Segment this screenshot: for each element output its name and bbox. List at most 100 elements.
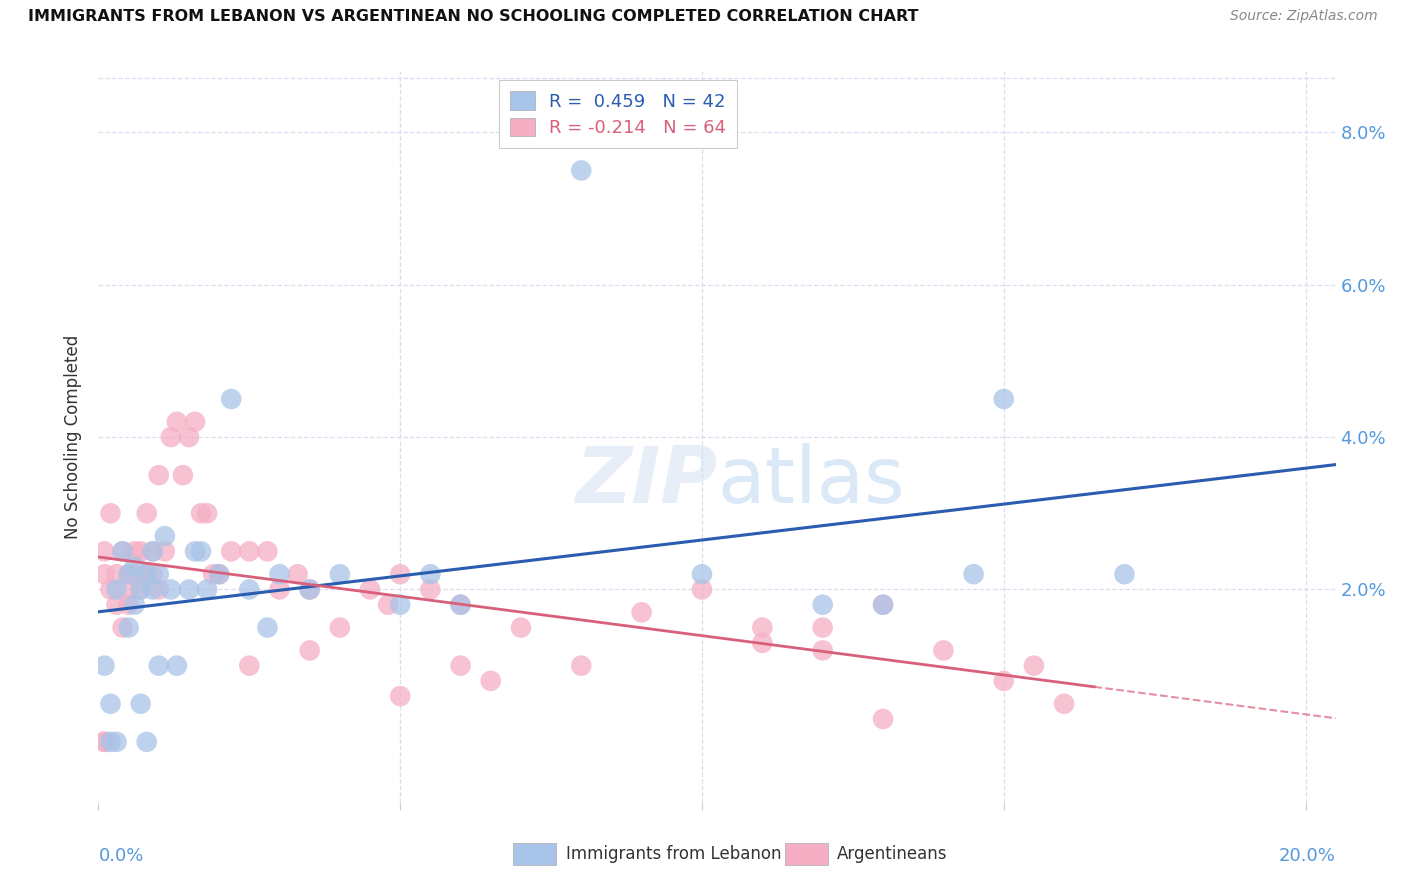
Point — [129, 697, 152, 711]
Point — [256, 544, 278, 558]
Point — [569, 163, 592, 178]
Point — [450, 598, 472, 612]
Point — [177, 430, 200, 444]
Text: ZIP: ZIP — [575, 443, 717, 519]
Point — [135, 506, 157, 520]
Point — [153, 544, 176, 558]
Point — [190, 506, 212, 520]
Point — [238, 582, 260, 597]
Point — [329, 621, 352, 635]
Point — [100, 506, 122, 520]
Point — [872, 712, 894, 726]
Point — [166, 658, 188, 673]
Point — [172, 468, 194, 483]
Point — [148, 567, 170, 582]
Point — [269, 582, 291, 597]
Text: atlas: atlas — [717, 443, 904, 519]
Point — [142, 582, 165, 597]
Point — [195, 582, 218, 597]
Point — [100, 582, 122, 597]
Point — [479, 673, 502, 688]
Point — [298, 643, 321, 657]
Point — [1053, 697, 1076, 711]
Point — [932, 643, 955, 657]
Text: Source: ZipAtlas.com: Source: ZipAtlas.com — [1230, 9, 1378, 23]
Point — [111, 544, 134, 558]
Point — [117, 582, 139, 597]
Point — [287, 567, 309, 582]
Point — [166, 415, 188, 429]
Point — [993, 392, 1015, 406]
Point — [124, 567, 146, 582]
Point — [811, 598, 834, 612]
Point — [93, 567, 115, 582]
Point — [117, 621, 139, 635]
Text: 0.0%: 0.0% — [98, 847, 143, 864]
Point — [690, 582, 713, 597]
Point — [419, 582, 441, 597]
Point — [389, 598, 412, 612]
Point — [389, 567, 412, 582]
Point — [219, 392, 242, 406]
Point — [93, 544, 115, 558]
Text: 20.0%: 20.0% — [1279, 847, 1336, 864]
Point — [1022, 658, 1045, 673]
Point — [117, 598, 139, 612]
Point — [105, 567, 128, 582]
Point — [142, 544, 165, 558]
Point — [450, 658, 472, 673]
Point — [105, 582, 128, 597]
Point — [124, 559, 146, 574]
Point — [129, 582, 152, 597]
Point — [389, 689, 412, 703]
Text: Immigrants from Lebanon: Immigrants from Lebanon — [567, 845, 782, 863]
Point — [298, 582, 321, 597]
Point — [148, 658, 170, 673]
Point — [690, 567, 713, 582]
Point — [111, 621, 134, 635]
Point — [105, 735, 128, 749]
Point — [160, 430, 183, 444]
Point — [1114, 567, 1136, 582]
Point — [872, 598, 894, 612]
FancyBboxPatch shape — [785, 843, 828, 865]
FancyBboxPatch shape — [513, 843, 557, 865]
Y-axis label: No Schooling Completed: No Schooling Completed — [65, 335, 83, 539]
Point — [509, 621, 531, 635]
Point — [100, 697, 122, 711]
Point — [135, 567, 157, 582]
Point — [184, 415, 207, 429]
Text: Argentineans: Argentineans — [837, 845, 948, 863]
Point — [195, 506, 218, 520]
Point — [630, 605, 652, 619]
Point — [117, 567, 139, 582]
Text: IMMIGRANTS FROM LEBANON VS ARGENTINEAN NO SCHOOLING COMPLETED CORRELATION CHART: IMMIGRANTS FROM LEBANON VS ARGENTINEAN N… — [28, 9, 918, 24]
Point — [148, 582, 170, 597]
Point — [153, 529, 176, 543]
Point — [238, 658, 260, 673]
Point — [160, 582, 183, 597]
Point — [100, 735, 122, 749]
Point — [184, 544, 207, 558]
Point — [208, 567, 231, 582]
Point — [962, 567, 984, 582]
Point — [135, 567, 157, 582]
Point — [142, 544, 165, 558]
Point — [124, 598, 146, 612]
Point — [419, 567, 441, 582]
Point — [142, 567, 165, 582]
Point — [124, 544, 146, 558]
Point — [129, 544, 152, 558]
Point — [190, 544, 212, 558]
Point — [811, 621, 834, 635]
Point — [450, 598, 472, 612]
Point — [111, 544, 134, 558]
Point — [93, 735, 115, 749]
Point — [298, 582, 321, 597]
Point — [208, 567, 231, 582]
Point — [811, 643, 834, 657]
Point — [238, 544, 260, 558]
Point — [129, 582, 152, 597]
Point — [751, 621, 773, 635]
Point — [993, 673, 1015, 688]
